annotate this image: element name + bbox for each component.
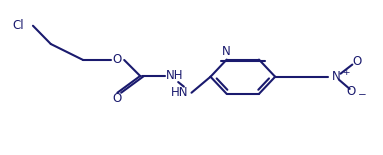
Text: N: N (332, 70, 340, 83)
Text: Cl: Cl (13, 19, 24, 32)
Text: O: O (113, 92, 122, 105)
Text: N: N (222, 45, 231, 58)
Text: O: O (347, 85, 356, 98)
Text: HN: HN (171, 86, 189, 99)
Text: O: O (113, 53, 122, 66)
Text: O: O (352, 55, 362, 68)
Text: +: + (342, 68, 349, 77)
Text: −: − (357, 90, 366, 100)
Text: NH: NH (165, 69, 183, 82)
